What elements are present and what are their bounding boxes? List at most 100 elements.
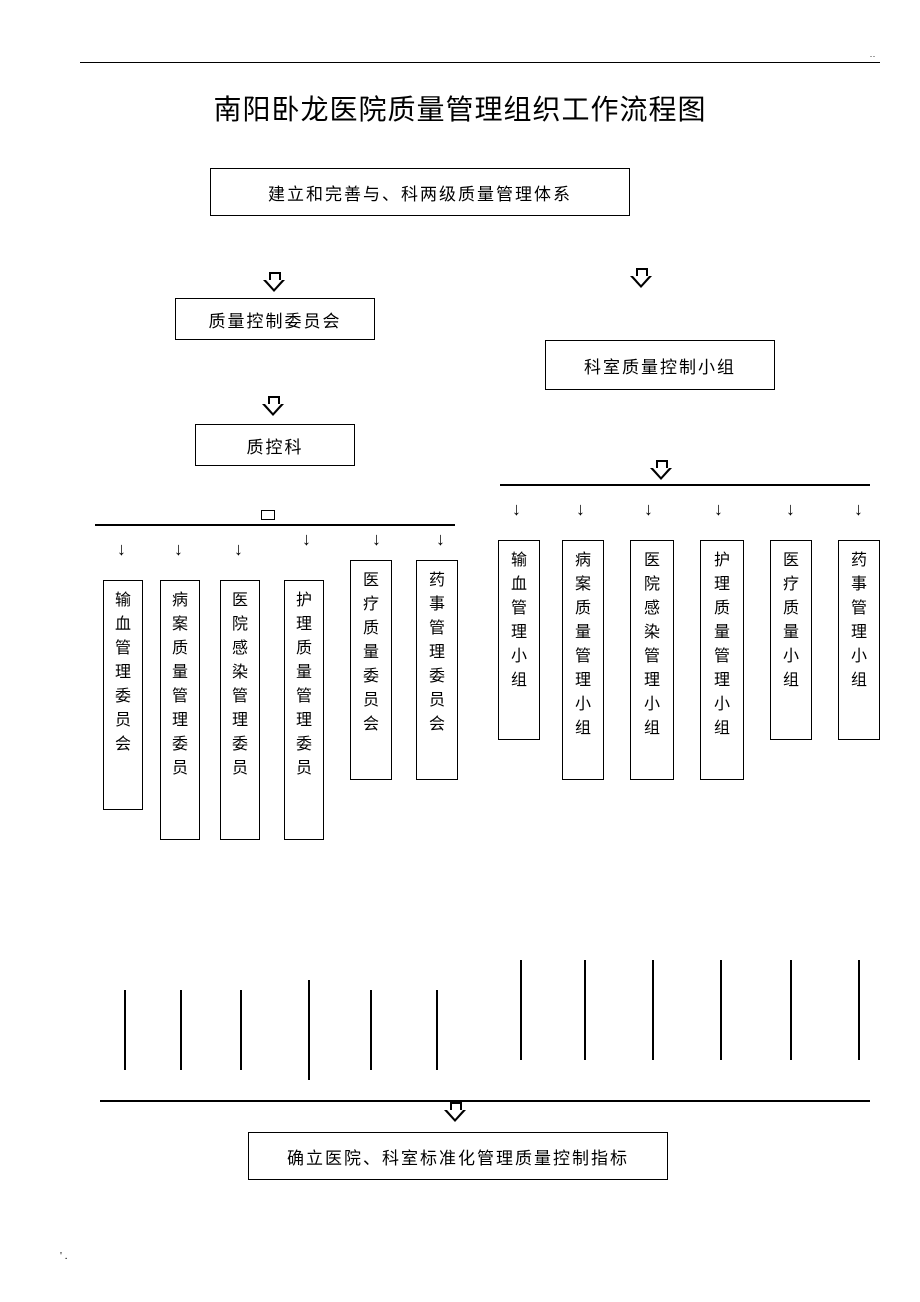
vchar: 理 bbox=[714, 669, 730, 693]
vchar: 理 bbox=[851, 621, 867, 645]
vchar: 输 bbox=[511, 549, 527, 573]
vchar: 感 bbox=[232, 637, 248, 661]
vchar: 员 bbox=[115, 709, 131, 733]
vchar: 医 bbox=[644, 549, 660, 573]
arrow-down-icon: ↓ bbox=[854, 500, 863, 518]
arrow-down-icon: ↓ bbox=[436, 530, 445, 548]
vchar: 量 bbox=[296, 661, 312, 685]
committee-box: 医疗质量委员会 bbox=[350, 560, 392, 780]
vchar: 组 bbox=[783, 669, 799, 693]
group-box: 输血管理小组 bbox=[498, 540, 540, 740]
vchar: 会 bbox=[429, 713, 445, 737]
vchar: 组 bbox=[575, 717, 591, 741]
vchar: 小 bbox=[714, 693, 730, 717]
connector-vline bbox=[436, 990, 438, 1070]
committee-box: 病案质量管理委员 bbox=[160, 580, 200, 840]
connector-icon bbox=[261, 510, 275, 520]
vchar: 小 bbox=[851, 645, 867, 669]
vchar: 理 bbox=[511, 621, 527, 645]
vchar: 案 bbox=[172, 613, 188, 637]
vchar: 案 bbox=[575, 573, 591, 597]
arrow-icon bbox=[630, 268, 652, 290]
group-box: 医院感染管理小组 bbox=[630, 540, 674, 780]
committee-box: 医院感染管理委员 bbox=[220, 580, 260, 840]
vchar: 管 bbox=[644, 645, 660, 669]
box-label: 确立医院、科室标准化管理质量控制指标 bbox=[287, 1144, 629, 1169]
vchar: 理 bbox=[644, 669, 660, 693]
arrow-down-icon: ↓ bbox=[234, 540, 243, 558]
vchar: 疗 bbox=[363, 593, 379, 617]
vchar: 血 bbox=[115, 613, 131, 637]
vchar: 护 bbox=[296, 589, 312, 613]
vchar: 事 bbox=[429, 593, 445, 617]
connector-vline bbox=[520, 960, 522, 1060]
vchar: 质 bbox=[172, 637, 188, 661]
box-qc-dept: 质控科 bbox=[195, 424, 355, 466]
vchar: 理 bbox=[429, 641, 445, 665]
vchar: 质 bbox=[296, 637, 312, 661]
vchar: 员 bbox=[429, 689, 445, 713]
vchar: 会 bbox=[363, 713, 379, 737]
vchar: 质 bbox=[575, 597, 591, 621]
vchar: 血 bbox=[511, 573, 527, 597]
vchar: 管 bbox=[172, 685, 188, 709]
vchar: 量 bbox=[783, 621, 799, 645]
vchar: 量 bbox=[714, 621, 730, 645]
connector-line bbox=[100, 1100, 870, 1102]
vchar: 疗 bbox=[783, 573, 799, 597]
vchar: 量 bbox=[172, 661, 188, 685]
connector-vline bbox=[584, 960, 586, 1060]
box-label: 建立和完善与、科两级质量管理体系 bbox=[268, 180, 572, 205]
top-rule bbox=[80, 62, 880, 63]
vchar: 感 bbox=[644, 597, 660, 621]
vchar: 小 bbox=[511, 645, 527, 669]
vchar: 护 bbox=[714, 549, 730, 573]
arrow-down-icon: ↓ bbox=[174, 540, 183, 558]
vchar: 量 bbox=[363, 641, 379, 665]
vchar: 管 bbox=[851, 597, 867, 621]
vchar: 委 bbox=[232, 733, 248, 757]
box-label: 质量控制委员会 bbox=[209, 307, 342, 332]
vchar: 理 bbox=[232, 709, 248, 733]
vchar: 员 bbox=[172, 757, 188, 781]
vchar: 管 bbox=[511, 597, 527, 621]
vchar: 小 bbox=[783, 645, 799, 669]
vchar: 会 bbox=[115, 733, 131, 757]
vchar: 员 bbox=[232, 757, 248, 781]
box-establish-indicators: 确立医院、科室标准化管理质量控制指标 bbox=[248, 1132, 668, 1180]
vchar: 委 bbox=[172, 733, 188, 757]
vchar: 管 bbox=[232, 685, 248, 709]
arrow-down-icon: ↓ bbox=[714, 500, 723, 518]
connector-vline bbox=[308, 980, 310, 1080]
vchar: 委 bbox=[363, 665, 379, 689]
connector-vline bbox=[790, 960, 792, 1060]
arrow-icon bbox=[650, 460, 672, 482]
connector-vline bbox=[370, 990, 372, 1070]
connector-vline bbox=[858, 960, 860, 1060]
vchar: 小 bbox=[644, 693, 660, 717]
vchar: 组 bbox=[644, 717, 660, 741]
page: .. 南阳卧龙医院质量管理组织工作流程图 建立和完善与、科两级质量管理体系 质量… bbox=[0, 0, 920, 1302]
connector-vline bbox=[124, 990, 126, 1070]
vchar: 组 bbox=[851, 669, 867, 693]
connector-vline bbox=[180, 990, 182, 1070]
box-label: 质控科 bbox=[247, 433, 304, 458]
vchar: 管 bbox=[575, 645, 591, 669]
vchar: 质 bbox=[363, 617, 379, 641]
vchar: 染 bbox=[644, 621, 660, 645]
top-dots: .. bbox=[870, 50, 876, 59]
vchar: 病 bbox=[172, 589, 188, 613]
vchar: 医 bbox=[232, 589, 248, 613]
committee-box: 药事管理委员会 bbox=[416, 560, 458, 780]
vchar: 院 bbox=[232, 613, 248, 637]
box-qc-committee: 质量控制委员会 bbox=[175, 298, 375, 340]
vchar: 医 bbox=[363, 569, 379, 593]
vchar: 事 bbox=[851, 573, 867, 597]
vchar: 员 bbox=[363, 689, 379, 713]
committee-box: 护理质量管理委员 bbox=[284, 580, 324, 840]
vchar: 质 bbox=[714, 597, 730, 621]
group-box: 药事管理小组 bbox=[838, 540, 880, 740]
arrow-icon bbox=[262, 396, 284, 418]
vchar: 理 bbox=[575, 669, 591, 693]
page-title: 南阳卧龙医院质量管理组织工作流程图 bbox=[0, 88, 920, 128]
